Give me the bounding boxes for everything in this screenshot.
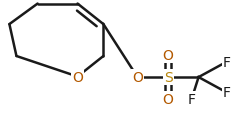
Text: O: O (72, 70, 83, 84)
Text: O: O (132, 71, 143, 84)
Text: O: O (163, 93, 173, 106)
Text: F: F (223, 55, 231, 69)
Text: F: F (188, 93, 196, 106)
Text: F: F (223, 86, 231, 100)
Text: O: O (163, 48, 173, 62)
Text: S: S (164, 71, 172, 84)
